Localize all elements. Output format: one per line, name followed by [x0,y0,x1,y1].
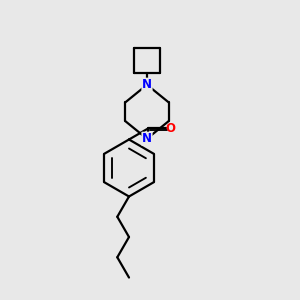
Text: N: N [142,132,152,145]
Text: N: N [142,78,152,91]
Text: O: O [165,122,175,135]
